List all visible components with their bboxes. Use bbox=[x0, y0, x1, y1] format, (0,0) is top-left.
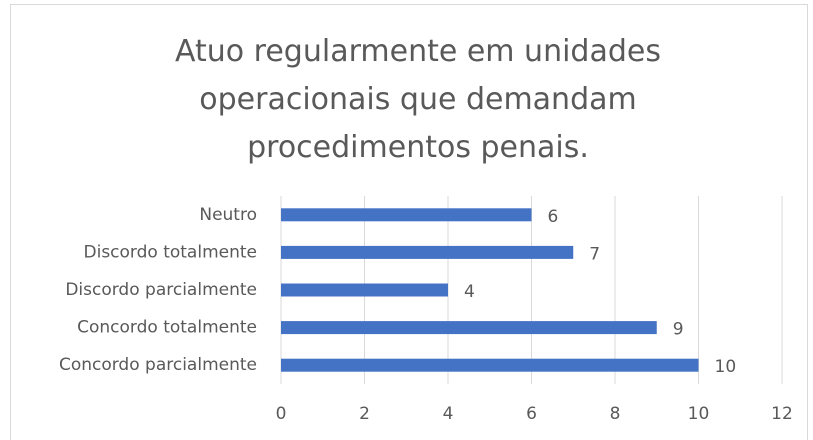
bar bbox=[281, 358, 699, 372]
chart-frame bbox=[10, 4, 808, 440]
x-tick-label: 4 bbox=[443, 404, 454, 424]
data-label: 9 bbox=[673, 320, 684, 340]
data-label: 10 bbox=[715, 357, 737, 377]
y-tick-label: Discordo parcialmente bbox=[65, 280, 257, 300]
x-tick-label: 12 bbox=[771, 404, 793, 424]
bar bbox=[281, 321, 657, 335]
y-tick-label: Concordo totalmente bbox=[77, 318, 257, 338]
x-tick-label: 8 bbox=[610, 404, 621, 424]
y-tick-label: Discordo totalmente bbox=[84, 242, 258, 262]
bar bbox=[281, 283, 448, 297]
x-tick-label: 6 bbox=[526, 404, 537, 424]
data-label: 7 bbox=[589, 244, 600, 264]
x-tick-label: 0 bbox=[276, 404, 287, 424]
x-tick-label: 10 bbox=[688, 404, 710, 424]
data-label: 4 bbox=[464, 282, 475, 302]
chart-title: Atuo regularmente em unidades operaciona… bbox=[175, 34, 661, 165]
bar bbox=[281, 245, 574, 259]
data-label: 6 bbox=[548, 207, 559, 227]
bar bbox=[281, 208, 532, 222]
y-tick-label: Concordo parcialmente bbox=[59, 355, 257, 375]
y-tick-label: Neutro bbox=[199, 205, 257, 225]
x-tick-label: 2 bbox=[359, 404, 370, 424]
